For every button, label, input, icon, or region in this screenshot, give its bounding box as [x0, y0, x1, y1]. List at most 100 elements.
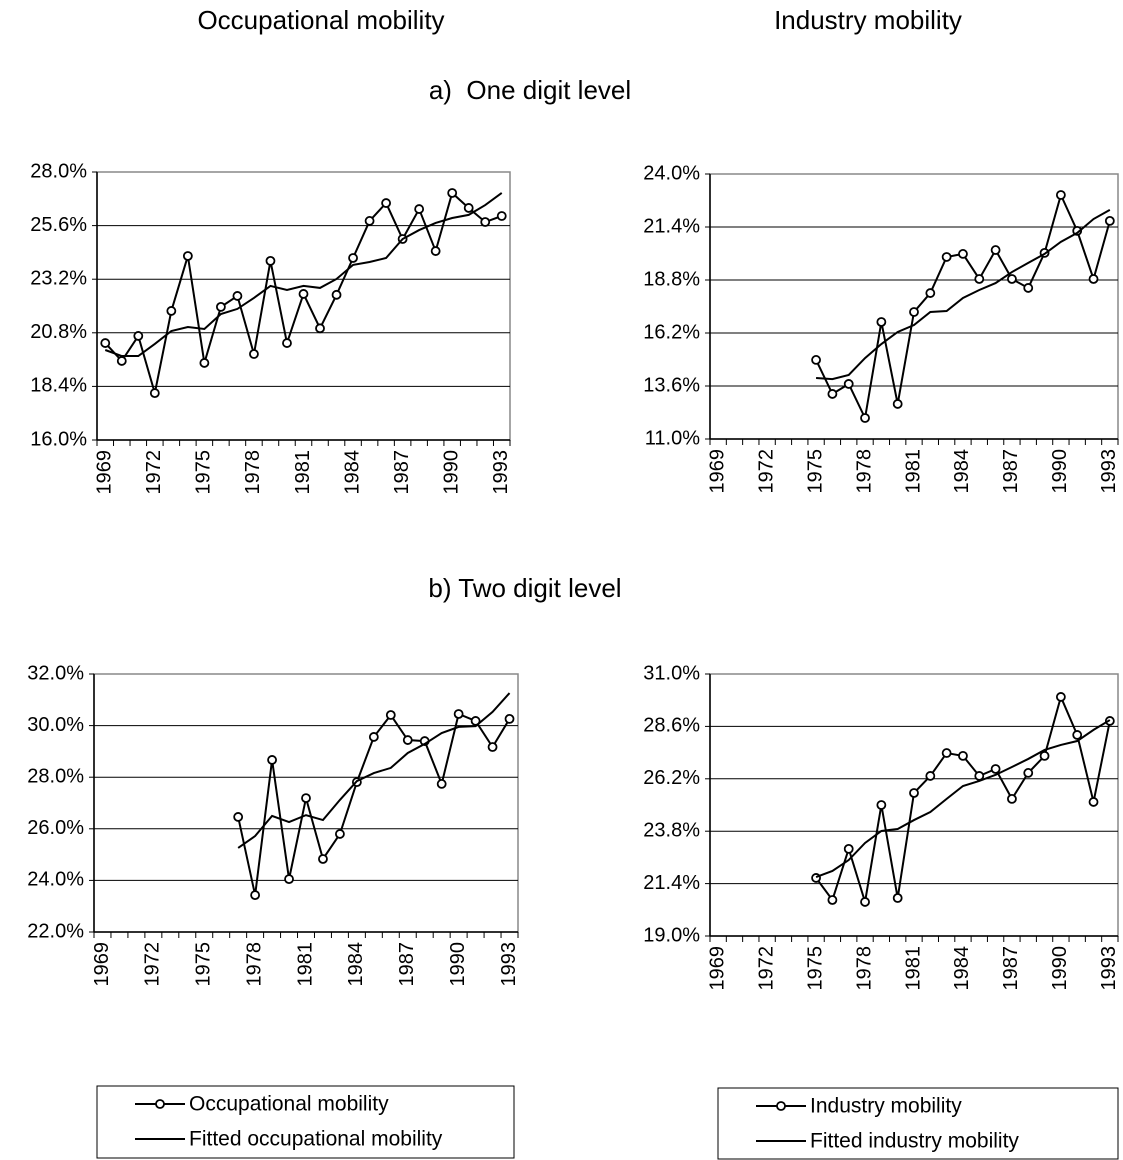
x-tick-label: 1978	[853, 449, 875, 494]
data-point	[958, 249, 968, 259]
data-point	[990, 764, 1001, 774]
x-tick-label: 1993	[490, 450, 512, 495]
data-point	[364, 216, 375, 226]
data-point	[1023, 283, 1034, 293]
data-point	[1007, 274, 1017, 284]
series-line	[815, 719, 1111, 878]
legend-label: Fitted industry mobility	[810, 1130, 1019, 1153]
data-point	[265, 255, 276, 266]
data-point	[925, 771, 936, 781]
y-tick-label: 16.0%	[30, 428, 87, 450]
legend-box	[717, 1087, 1119, 1160]
data-point	[827, 895, 838, 905]
x-tick-label: 1987	[396, 942, 418, 987]
y-tick-label: 22.0%	[27, 920, 84, 942]
y-tick-label: 20.8%	[30, 321, 87, 343]
series-line	[816, 209, 1111, 381]
y-tick-label: 28.0%	[30, 160, 87, 182]
column-title: Occupational mobility	[197, 5, 444, 35]
x-tick-label: 1987	[1000, 946, 1022, 991]
x-tick-label: 1993	[1098, 946, 1120, 991]
column-title: Industry mobility	[774, 5, 962, 35]
data-point	[1088, 797, 1099, 807]
data-point	[385, 710, 396, 720]
y-tick-label: 18.8%	[643, 268, 700, 290]
data-point	[182, 251, 193, 261]
data-point	[876, 800, 887, 810]
x-tick-label: 1969	[94, 450, 116, 495]
y-tick-label: 30.0%	[27, 714, 84, 736]
section-title: a) One digit level	[429, 75, 631, 105]
data-point	[331, 289, 342, 300]
plot-area	[96, 171, 511, 441]
x-tick-label: 1984	[341, 450, 363, 495]
data-point	[909, 788, 919, 798]
y-tick-label: 21.4%	[643, 872, 700, 894]
data-point	[250, 890, 261, 901]
data-point	[1055, 190, 1066, 200]
x-tick-label: 1990	[440, 450, 462, 495]
data-point	[463, 203, 474, 213]
data-point	[315, 323, 325, 334]
data-point	[232, 291, 243, 301]
data-point	[990, 245, 1001, 255]
x-tick-label: 1972	[143, 450, 165, 495]
data-point	[318, 854, 328, 864]
data-point	[1072, 730, 1083, 740]
x-tick-label: 1969	[706, 449, 728, 494]
plot-area	[709, 173, 1119, 440]
y-tick-label: 24.0%	[643, 162, 700, 184]
data-point	[811, 355, 821, 365]
data-point	[249, 349, 259, 359]
data-point	[892, 399, 903, 409]
legend-box	[96, 1085, 515, 1159]
legend-marker	[776, 1101, 786, 1111]
data-point	[402, 735, 413, 745]
data-point	[453, 709, 464, 719]
data-point	[348, 253, 358, 263]
data-point	[301, 793, 311, 803]
x-tick-label: 1972	[755, 449, 777, 494]
data-point	[335, 829, 345, 839]
x-tick-label: 1978	[242, 450, 264, 495]
data-point	[199, 358, 210, 368]
data-point	[133, 331, 144, 341]
data-point	[876, 317, 887, 327]
series-line	[104, 192, 503, 358]
x-tick-label: 1969	[706, 946, 728, 991]
x-tick-label: 1978	[243, 942, 265, 987]
data-point	[100, 338, 111, 348]
data-point	[974, 771, 985, 781]
x-tick-label: 1975	[804, 449, 826, 494]
data-point	[958, 750, 968, 761]
x-tick-label: 1987	[391, 450, 413, 495]
y-tick-label: 26.2%	[643, 767, 700, 789]
x-tick-label: 1981	[292, 450, 314, 495]
data-point	[233, 812, 244, 822]
data-point	[1104, 215, 1115, 226]
y-tick-label: 32.0%	[27, 662, 84, 684]
y-tick-label: 16.2%	[643, 321, 700, 343]
plot-area	[93, 673, 519, 933]
data-point	[1023, 768, 1034, 778]
data-point	[166, 306, 177, 316]
x-tick-label: 1993	[498, 942, 520, 987]
data-point	[487, 742, 498, 752]
data-point	[974, 274, 985, 284]
y-tick-label: 25.6%	[30, 214, 87, 236]
x-tick-label: 1975	[193, 450, 215, 495]
data-point	[414, 204, 425, 214]
y-tick-label: 11.0%	[645, 427, 700, 449]
x-tick-label: 1984	[951, 946, 973, 991]
data-point	[284, 874, 294, 885]
x-tick-label: 1984	[345, 942, 367, 987]
data-point	[215, 301, 226, 312]
data-point	[504, 713, 515, 724]
x-tick-label: 1975	[193, 942, 215, 987]
data-point	[496, 211, 507, 221]
x-tick-label: 1975	[804, 946, 826, 991]
legend-marker	[155, 1099, 165, 1109]
plot-area	[709, 673, 1119, 937]
